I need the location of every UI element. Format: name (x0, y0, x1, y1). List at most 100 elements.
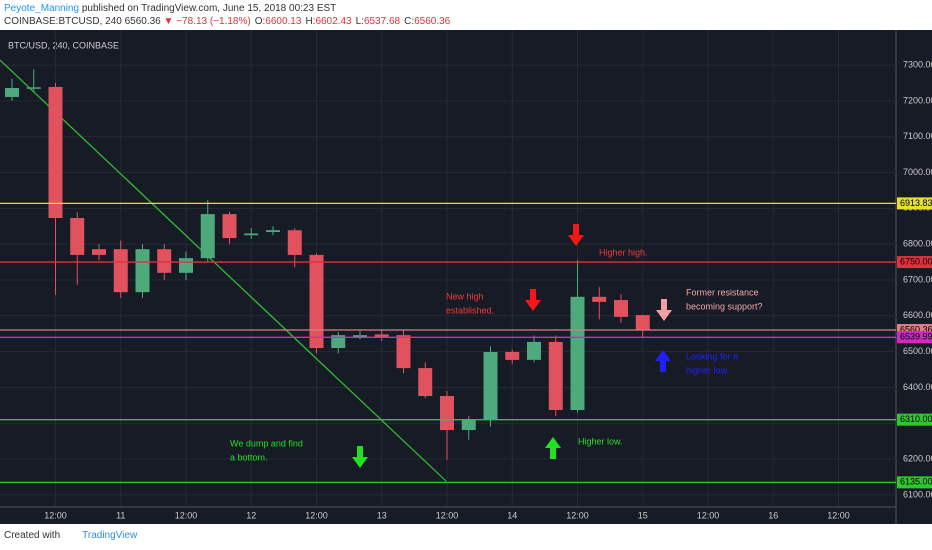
x-tick-label: 12:00 (827, 510, 850, 520)
annotation: Higher low. (578, 436, 623, 446)
candle-body (179, 258, 193, 273)
candle-body (548, 341, 563, 411)
candle-body (287, 230, 302, 255)
y-tick-label: 6500.00 (903, 346, 932, 356)
created: Created with (4, 530, 61, 541)
x-tick-label: 12:00 (697, 510, 720, 520)
x-tick-label: 12:00 (305, 510, 328, 520)
last: 6560.36 (124, 16, 161, 27)
level-label: 6135.00 (900, 477, 932, 487)
footer: Created with TradingView (4, 530, 137, 541)
published: published on TradingView.com, June 15, 2… (81, 3, 337, 14)
annotation: higher low. (686, 365, 729, 375)
trend-line (0, 59, 447, 482)
level-tag (897, 331, 932, 344)
level-label: 6539.99 (900, 332, 932, 342)
x-tick-label: 11 (116, 510, 125, 520)
level-label: 6310.00 (900, 414, 932, 424)
x-tick-label: 12:00 (566, 510, 589, 520)
candle-body (70, 218, 85, 255)
ohlc-value: 6560.36 (414, 16, 451, 27)
candle-body (418, 368, 433, 397)
candle-body (614, 300, 628, 317)
change: ▼ −78.13 (−1.18%) (163, 16, 251, 27)
x-tick-label: 12:00 (436, 510, 459, 520)
y-tick-label: 7200.00 (903, 95, 932, 105)
level-tag (897, 476, 932, 489)
y-tick-label: 7100.00 (903, 131, 932, 141)
x-tick-label: 14 (507, 510, 517, 520)
level-tag (897, 413, 932, 426)
arrow (568, 224, 584, 246)
candle-body (309, 254, 324, 349)
legend: BTC/USD, 240, COINBASE (8, 40, 119, 50)
symbol: COINBASE:BTCUSD, 240 (4, 16, 122, 27)
y-tick-label: 6700.00 (903, 274, 932, 284)
y-tick-label: 6400.00 (903, 382, 932, 392)
level-label: 6750.00 (900, 256, 932, 266)
annotation: established. (446, 305, 494, 315)
candle-body (5, 88, 19, 97)
author[interactable]: Peyote_Manning (4, 3, 80, 14)
ohlc-label: H: (305, 16, 316, 27)
arrow (655, 350, 671, 372)
y-tick-label: 6200.00 (903, 453, 932, 463)
level-label: 6560.36 (900, 324, 932, 334)
candle-body (92, 249, 106, 255)
candle-body (157, 249, 172, 273)
candle-body (244, 233, 259, 236)
arrow (545, 437, 561, 459)
candle-body (353, 335, 367, 338)
candle-body (331, 335, 346, 349)
candle-body (592, 296, 607, 302)
y-tick-label: 6800.00 (903, 239, 932, 249)
x-tick-label: 12:00 (44, 510, 67, 520)
arrow (525, 289, 541, 311)
candle-body (570, 296, 585, 411)
candle-body (635, 315, 650, 331)
header: Peyote_Manning published on TradingView.… (4, 2, 450, 28)
arrow (352, 446, 368, 468)
candle-body (527, 341, 541, 360)
annotation: Higher high. (599, 247, 648, 257)
x-tick-label: 13 (377, 510, 387, 520)
level-tag (897, 256, 932, 269)
ohlc-label: C: (404, 16, 415, 27)
line2: COINBASE:BTCUSD, 240 6560.36 ▼ −78.13 (−… (4, 15, 450, 28)
candle-body (266, 230, 280, 232)
candle-body (374, 334, 389, 338)
y-tick-label: 6100.00 (903, 489, 932, 499)
annotation: Former resistance (686, 287, 759, 297)
candle-body (113, 249, 128, 293)
candle-body (48, 86, 63, 219)
arrow (656, 299, 672, 321)
y-tick-label: 7000.00 (903, 167, 932, 177)
level-tag (897, 197, 932, 210)
candle-body (440, 396, 454, 431)
annotation: becoming support? (686, 301, 763, 311)
candle-body (461, 420, 476, 431)
ohlc-value: 6600.13 (265, 16, 302, 27)
ohlc-value: 6537.68 (363, 16, 401, 27)
ohlc: O:6600.13 H:6602.43 L:6537.68 C:6560.36 (251, 16, 451, 27)
x-tick-label: 12 (246, 510, 256, 520)
annotation: We dump and find (230, 438, 303, 448)
candle-body (200, 214, 215, 259)
brand[interactable]: TradingView (82, 530, 138, 541)
candle-body (135, 249, 150, 293)
background (0, 30, 932, 524)
x-tick-label: 15 (638, 510, 648, 520)
chart: BTC/USD, 240, COINBASE 6100.006200.00630… (0, 30, 932, 524)
y-tick-label: 7300.00 (903, 59, 932, 69)
candle-body (26, 87, 41, 89)
line1: Peyote_Manning published on TradingView.… (4, 2, 450, 15)
level-label: 6913.83 (900, 198, 932, 208)
candle-body (483, 351, 498, 421)
y-tick-label: 6600.00 (903, 310, 932, 320)
x-tick-label: 16 (768, 510, 778, 520)
x-tick-label: 12:00 (175, 510, 198, 520)
candle-body (222, 214, 237, 239)
ohlc-label: O: (254, 16, 266, 27)
ohlc-value: 6602.43 (315, 16, 352, 27)
